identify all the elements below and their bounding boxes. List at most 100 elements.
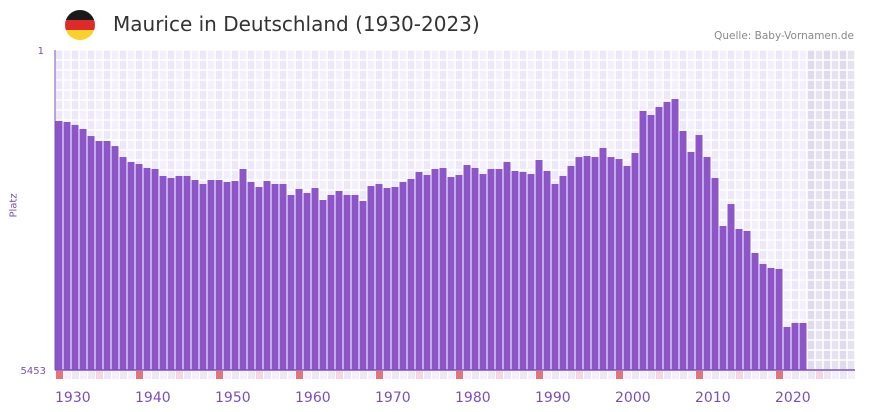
- bar-1945: [175, 175, 183, 370]
- bar-2010: [695, 135, 703, 370]
- bar-1963: [319, 200, 327, 370]
- bar-2009: [687, 152, 695, 370]
- year-marker: [592, 371, 599, 379]
- bar-1943: [159, 175, 167, 370]
- bar-2003: [639, 110, 647, 370]
- year-marker: [320, 371, 327, 379]
- year-marker: [744, 371, 751, 379]
- decade-marker: [56, 371, 63, 379]
- year-marker: [504, 371, 511, 379]
- year-marker: [208, 371, 215, 379]
- year-marker: [704, 371, 711, 379]
- year-marker: [520, 371, 527, 379]
- year-marker: [424, 371, 431, 379]
- bar-1954: [247, 182, 255, 370]
- year-marker: [128, 371, 135, 379]
- year-marker: [480, 371, 487, 379]
- year-marker: [304, 371, 311, 379]
- year-marker: [312, 371, 319, 379]
- year-marker: [728, 371, 735, 379]
- year-marker: [120, 371, 127, 379]
- bar-1955: [255, 186, 263, 370]
- bar-1978: [439, 167, 447, 370]
- x-tick-label-1950: 1950: [215, 390, 251, 406]
- year-marker: [328, 371, 335, 379]
- half-decade-marker: [256, 371, 263, 379]
- year-marker: [792, 371, 799, 379]
- year-marker: [464, 371, 471, 379]
- y-tick-label-bottom: 5453: [21, 366, 46, 377]
- bar-1947: [191, 180, 199, 370]
- bar-1999: [607, 157, 615, 370]
- x-tick-label-1960: 1960: [295, 390, 331, 406]
- year-marker: [448, 371, 455, 379]
- bar-1938: [119, 157, 127, 370]
- year-marker: [672, 371, 679, 379]
- x-tick-label-1980: 1980: [455, 390, 491, 406]
- bar-2002: [631, 153, 639, 370]
- bar-1937: [111, 146, 119, 370]
- half-decade-marker: [416, 371, 423, 379]
- bar-1974: [407, 178, 415, 370]
- half-decade-marker: [816, 371, 823, 379]
- x-tick-label-2000: 2000: [615, 390, 651, 406]
- bar-1993: [559, 175, 567, 370]
- half-decade-marker: [336, 371, 343, 379]
- x-tick-label-2020: 2020: [775, 390, 811, 406]
- bar-1958: [279, 183, 287, 370]
- year-marker: [400, 371, 407, 379]
- bar-1985: [495, 169, 503, 370]
- bar-1995: [575, 157, 583, 370]
- year-marker: [432, 371, 439, 379]
- bar-1939: [127, 162, 135, 370]
- bar-1969: [367, 186, 375, 370]
- year-marker: [160, 371, 167, 379]
- bar-1959: [287, 194, 295, 370]
- year-marker: [80, 371, 87, 379]
- bar-1964: [327, 194, 335, 370]
- bar-1975: [415, 171, 423, 370]
- bar-1984: [487, 169, 495, 370]
- decade-marker: [696, 371, 703, 379]
- year-marker: [640, 371, 647, 379]
- year-marker: [184, 371, 191, 379]
- year-marker: [584, 371, 591, 379]
- year-marker: [280, 371, 287, 379]
- bar-1930: [55, 120, 63, 371]
- bar-2019: [767, 267, 775, 370]
- bar-1936: [103, 141, 111, 370]
- x-tick-label-2010: 2010: [695, 390, 731, 406]
- year-marker: [624, 371, 631, 379]
- bar-1932: [71, 124, 79, 370]
- year-marker: [360, 371, 367, 379]
- bar-1966: [343, 194, 351, 370]
- year-marker: [544, 371, 551, 379]
- year-marker: [248, 371, 255, 379]
- year-marker: [848, 371, 855, 379]
- bar-2015: [735, 229, 743, 370]
- bar-1946: [183, 175, 191, 370]
- year-marker: [200, 371, 207, 379]
- year-marker: [488, 371, 495, 379]
- year-marker: [680, 371, 687, 379]
- year-marker: [104, 371, 111, 379]
- x-tick-label-1970: 1970: [375, 390, 411, 406]
- bar-2020: [775, 268, 783, 370]
- bar-1977: [431, 169, 439, 370]
- bar-1982: [471, 167, 479, 370]
- year-marker: [512, 371, 519, 379]
- bar-1991: [543, 170, 551, 370]
- half-decade-marker: [176, 371, 183, 379]
- year-marker: [568, 371, 575, 379]
- bar-1941: [143, 167, 151, 370]
- year-marker: [720, 371, 727, 379]
- bar-1933: [79, 128, 87, 370]
- bar-1998: [599, 147, 607, 370]
- decade-marker: [536, 371, 543, 379]
- year-marker: [648, 371, 655, 379]
- year-marker: [112, 371, 119, 379]
- bar-1952: [231, 181, 239, 370]
- bar-2004: [647, 115, 655, 370]
- bar-2023: [799, 322, 807, 370]
- bar-1971: [383, 188, 391, 370]
